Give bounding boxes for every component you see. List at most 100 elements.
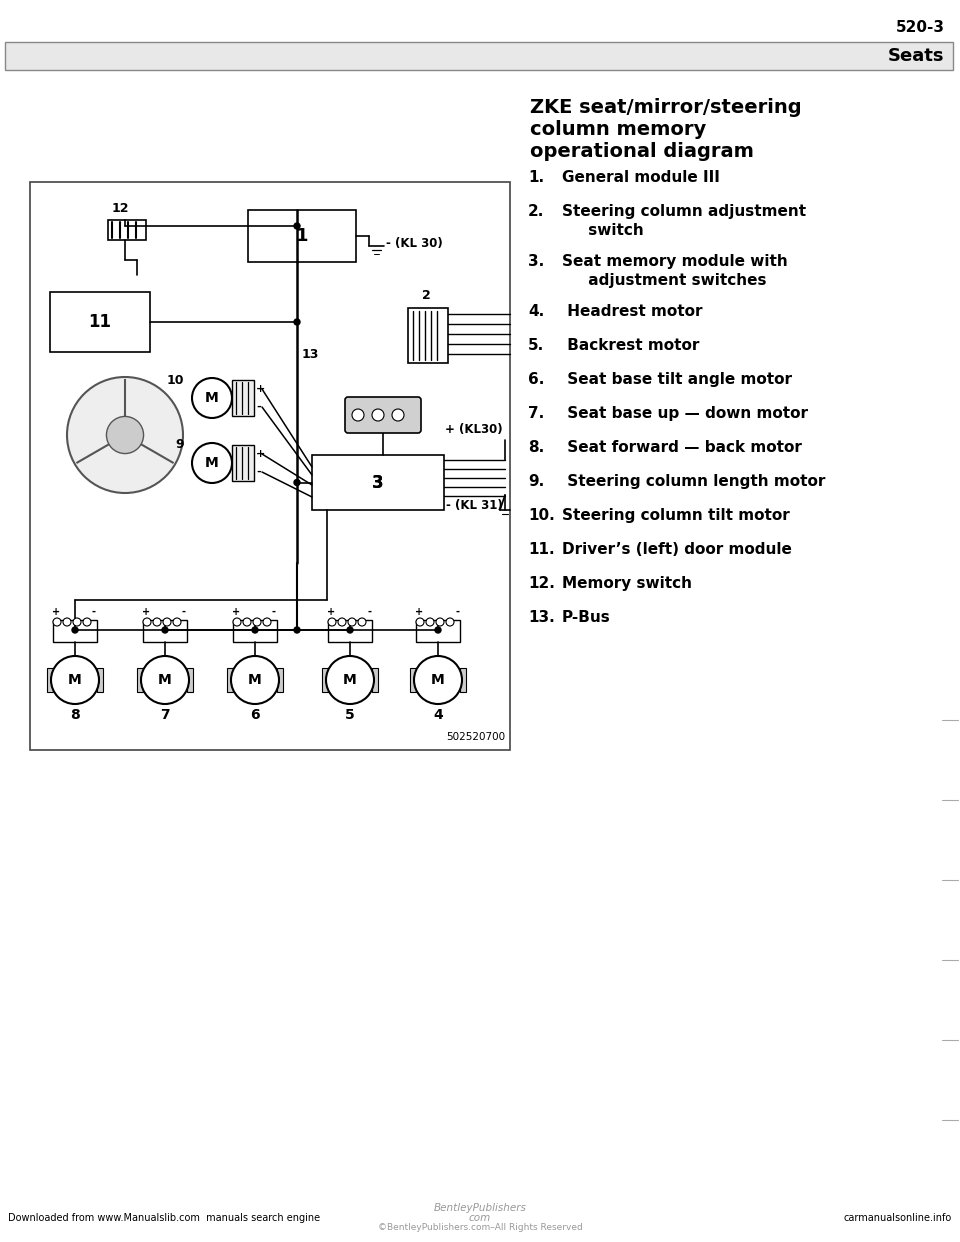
Text: -: -: [92, 607, 96, 617]
Bar: [108, 220, 146, 240]
Text: +: +: [52, 607, 60, 617]
Text: operational diagram: operational diagram: [530, 142, 754, 161]
Bar: [30, 183, 510, 750]
Circle shape: [162, 627, 168, 633]
Text: Seat base up — down motor: Seat base up — down motor: [562, 406, 808, 421]
Bar: [322, 668, 328, 692]
Bar: [328, 620, 372, 642]
Bar: [410, 668, 416, 692]
Text: -: -: [455, 607, 459, 617]
Text: carmanualsonline.info: carmanualsonline.info: [844, 1213, 952, 1223]
Bar: [277, 668, 283, 692]
Circle shape: [143, 619, 151, 626]
Text: - (KL 30): - (KL 30): [386, 237, 443, 251]
Text: -: -: [256, 467, 260, 477]
Text: 10.: 10.: [528, 508, 555, 523]
Bar: [97, 668, 103, 692]
Circle shape: [253, 619, 261, 626]
Text: +: +: [256, 384, 265, 394]
Circle shape: [63, 619, 71, 626]
Text: Seat forward — back motor: Seat forward — back motor: [562, 440, 802, 455]
Text: 1: 1: [296, 227, 308, 245]
Bar: [408, 308, 448, 363]
Text: 6.: 6.: [528, 373, 544, 388]
Text: M: M: [205, 391, 219, 405]
Text: ZKE seat/mirror/steering: ZKE seat/mirror/steering: [530, 98, 802, 117]
FancyBboxPatch shape: [345, 397, 421, 433]
Text: +: +: [142, 607, 150, 617]
Circle shape: [294, 479, 300, 486]
Text: 5: 5: [346, 708, 355, 722]
Circle shape: [372, 409, 384, 421]
Text: 6: 6: [251, 708, 260, 722]
Bar: [143, 620, 187, 642]
Circle shape: [338, 619, 346, 626]
Circle shape: [233, 619, 241, 626]
Text: 502520700: 502520700: [445, 732, 505, 741]
Circle shape: [173, 619, 181, 626]
Circle shape: [348, 619, 356, 626]
Text: General module III: General module III: [562, 170, 720, 185]
Bar: [137, 668, 143, 692]
Text: Driver’s (left) door module: Driver’s (left) door module: [562, 542, 792, 556]
Text: 5.: 5.: [528, 338, 544, 353]
Circle shape: [163, 619, 171, 626]
Text: -: -: [182, 607, 186, 617]
Text: 11.: 11.: [528, 542, 555, 556]
Text: P-Bus: P-Bus: [562, 610, 611, 625]
Circle shape: [192, 443, 232, 483]
Text: 10: 10: [166, 374, 184, 386]
Text: 8: 8: [70, 708, 80, 722]
Text: +: +: [327, 607, 335, 617]
Text: 12: 12: [111, 202, 129, 215]
Bar: [248, 210, 356, 262]
Text: M: M: [248, 673, 262, 687]
Circle shape: [294, 627, 300, 633]
Bar: [232, 445, 254, 481]
Text: - (KL 31): - (KL 31): [446, 499, 503, 512]
Text: 3: 3: [372, 473, 384, 492]
Text: 7.: 7.: [528, 406, 544, 421]
Text: column memory: column memory: [530, 120, 707, 139]
Text: 8.: 8.: [528, 440, 544, 455]
Bar: [232, 380, 254, 416]
Text: 3: 3: [372, 473, 384, 492]
Circle shape: [263, 619, 271, 626]
Text: 2.: 2.: [528, 204, 544, 219]
Circle shape: [358, 619, 366, 626]
Text: M: M: [343, 673, 357, 687]
Text: M: M: [68, 673, 82, 687]
Text: +: +: [415, 607, 423, 617]
Text: +: +: [232, 607, 240, 617]
Bar: [372, 668, 378, 692]
Text: M: M: [205, 456, 219, 469]
Bar: [312, 455, 444, 510]
Text: Headrest motor: Headrest motor: [562, 304, 703, 319]
Circle shape: [231, 656, 279, 704]
Circle shape: [51, 656, 99, 704]
Text: 7: 7: [160, 708, 170, 722]
Circle shape: [72, 627, 78, 633]
Text: com: com: [468, 1213, 492, 1223]
Bar: [47, 668, 53, 692]
Text: 4: 4: [433, 708, 443, 722]
Circle shape: [67, 378, 183, 493]
Circle shape: [243, 619, 251, 626]
Bar: [227, 668, 233, 692]
Text: Steering column adjustment
     switch: Steering column adjustment switch: [562, 204, 806, 237]
Circle shape: [426, 619, 434, 626]
Text: 2: 2: [421, 289, 430, 302]
Circle shape: [73, 619, 81, 626]
Circle shape: [83, 619, 91, 626]
Text: 9: 9: [176, 438, 184, 452]
Text: +: +: [256, 450, 265, 460]
Bar: [187, 668, 193, 692]
Text: Seats: Seats: [887, 47, 944, 65]
Text: 12.: 12.: [528, 576, 555, 591]
Circle shape: [294, 319, 300, 325]
Text: 3.: 3.: [528, 255, 544, 270]
Circle shape: [252, 627, 258, 633]
Text: ©BentleyPublishers.com–All Rights Reserved: ©BentleyPublishers.com–All Rights Reserv…: [377, 1223, 583, 1232]
Circle shape: [326, 656, 374, 704]
Text: M: M: [431, 673, 444, 687]
